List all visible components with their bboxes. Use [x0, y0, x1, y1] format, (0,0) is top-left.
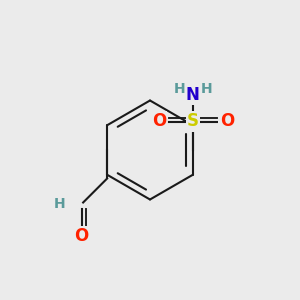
- Text: O: O: [220, 112, 234, 130]
- Text: N: N: [186, 85, 200, 103]
- Text: H: H: [201, 82, 212, 96]
- Text: H: H: [53, 197, 65, 211]
- Text: S: S: [187, 112, 199, 130]
- Text: H: H: [174, 82, 185, 96]
- Text: O: O: [152, 112, 166, 130]
- Text: O: O: [74, 227, 89, 245]
